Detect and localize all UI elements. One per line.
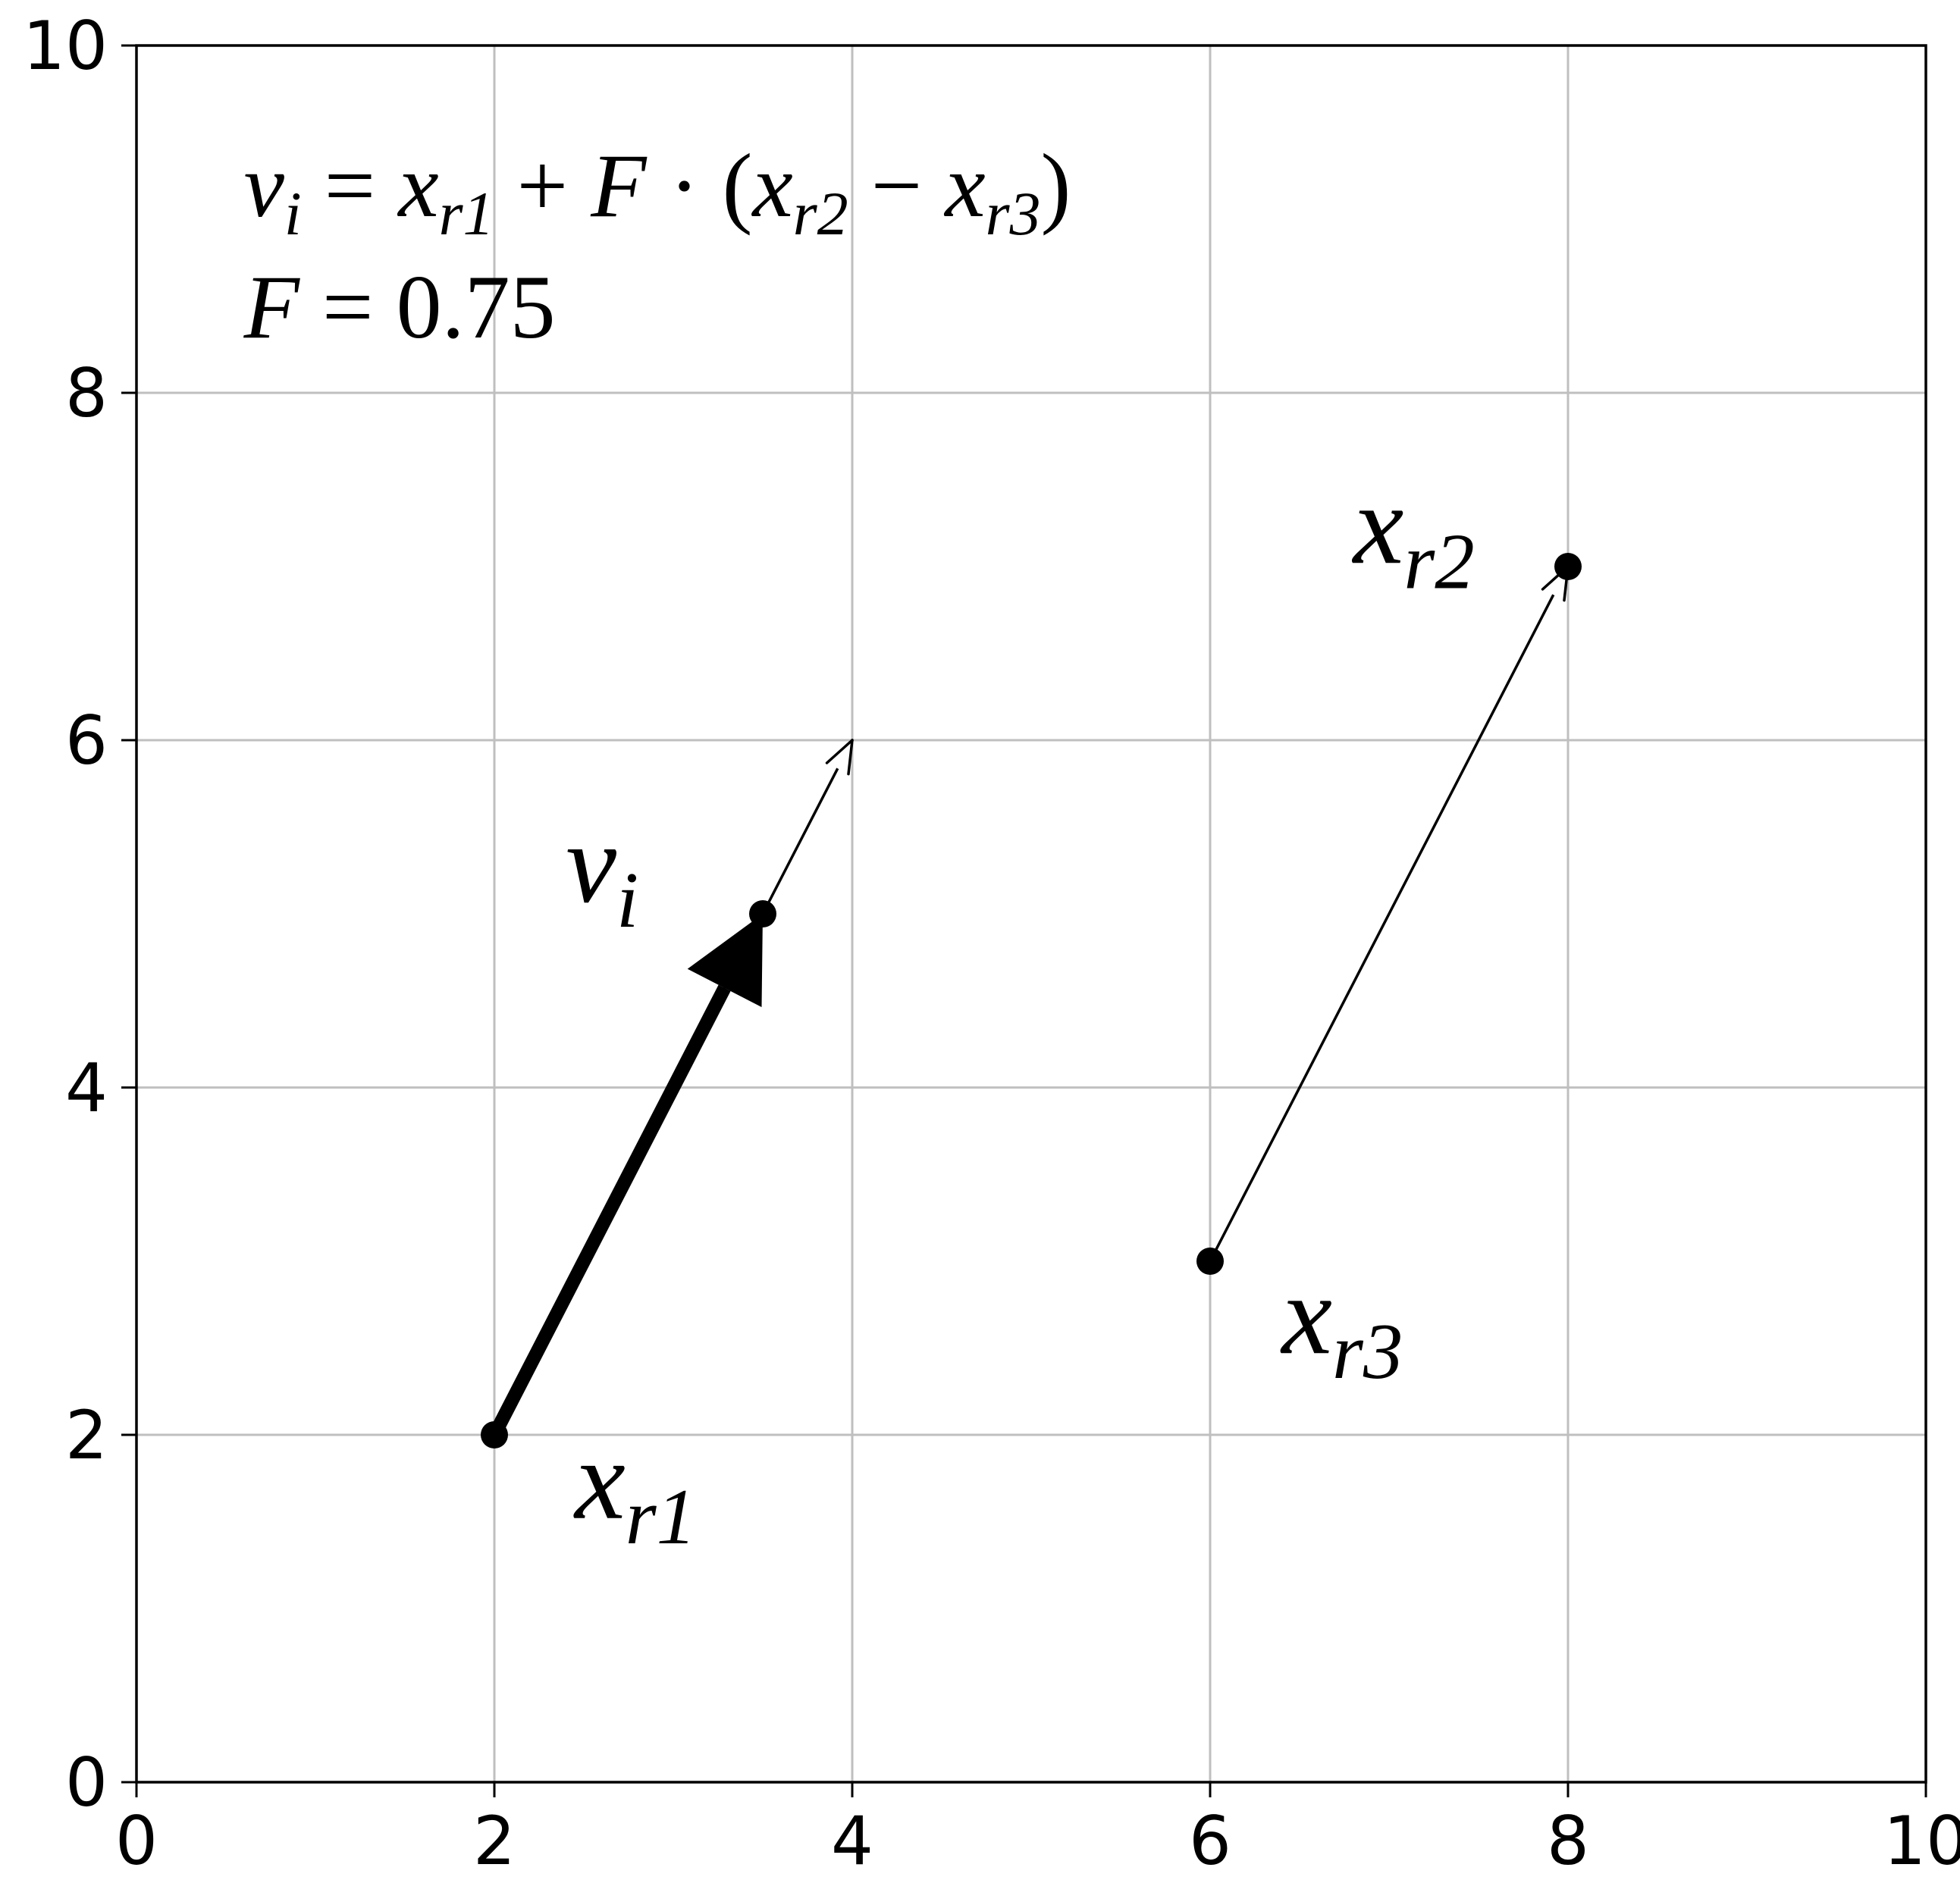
x-tick-label: 10 <box>1883 1802 1960 1880</box>
point-xr2 <box>1554 553 1582 580</box>
y-tick-label: 4 <box>65 1049 108 1127</box>
y-tick-label: 10 <box>23 7 108 85</box>
y-tick-label: 0 <box>65 1744 108 1822</box>
point-xr1 <box>481 1421 508 1448</box>
x-tick-label: 4 <box>831 1802 873 1880</box>
vector-chart: 02468100246810xr1xr2xr3vivi = xr1 + F · … <box>0 0 1960 1902</box>
point-vi <box>749 900 776 927</box>
x-tick-label: 6 <box>1189 1802 1231 1880</box>
x-tick-label: 2 <box>473 1802 516 1880</box>
x-tick-label: 8 <box>1547 1802 1589 1880</box>
x-tick-label: 0 <box>115 1802 158 1880</box>
equation-line-1: vi = xr1 + F · (xr2 − xr3) <box>244 135 1071 248</box>
equation-line-2: F = 0.75 <box>243 256 556 357</box>
point-xr3 <box>1196 1248 1224 1275</box>
y-tick-label: 2 <box>65 1396 108 1474</box>
y-tick-label: 8 <box>65 354 108 432</box>
chart-container: 02468100246810xr1xr2xr3vivi = xr1 + F · … <box>0 0 1960 1902</box>
y-tick-label: 6 <box>65 701 108 780</box>
